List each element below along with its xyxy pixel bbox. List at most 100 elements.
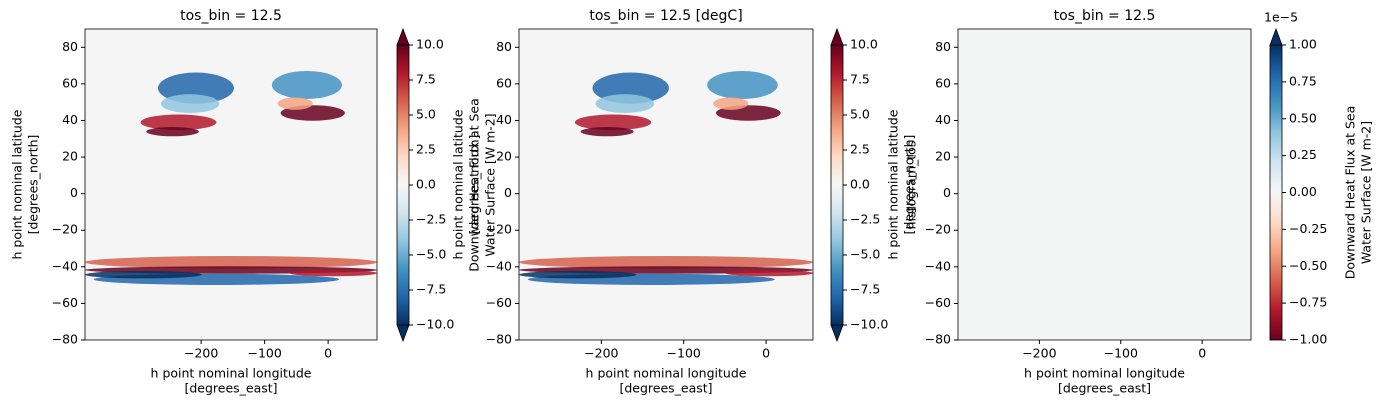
y-tick-label: 20 (496, 149, 512, 164)
panel-title: tos_bin = 12.5 (180, 8, 282, 24)
y-tick-label: 80 (496, 39, 512, 54)
y-axis-label: h point nominal latitude (451, 109, 466, 259)
y-tick-label: −40 (52, 258, 78, 273)
x-axis-label: [degrees_east] (1058, 381, 1151, 396)
y-tick-label: 80 (935, 39, 951, 54)
colorbar-tick-label: 0.00 (1289, 184, 1317, 199)
field-patch (277, 97, 313, 110)
field-patch (574, 114, 652, 131)
y-tick-label: 60 (935, 75, 951, 90)
y-tick-label: 20 (935, 149, 951, 164)
y-tick-label: 40 (935, 112, 951, 127)
colorbar-extend (830, 27, 844, 46)
y-tick-label: 20 (62, 149, 78, 164)
y-tick-label: −20 (486, 222, 512, 237)
field-patch (595, 94, 655, 113)
colorbar-tick-label: −5.0 (416, 247, 446, 262)
field-patch (707, 70, 778, 99)
colorbar-tick-label: 0.50 (1289, 110, 1317, 125)
y-tick-label: 40 (62, 112, 78, 127)
colorbar-label: histogram_tos (904, 141, 919, 230)
colorbar-tick-label: 0.75 (1289, 73, 1317, 88)
y-tick-label: 0 (943, 185, 951, 200)
field-patch (160, 94, 220, 113)
x-tick-label: −200 (184, 346, 218, 361)
colorbar-label: Downward Heat Flux at Sea (1343, 106, 1358, 280)
y-tick-label: −80 (486, 332, 512, 347)
axes-frame (518, 28, 814, 341)
field-patch (140, 114, 217, 131)
colorbar-tick-label: 0.0 (416, 177, 436, 192)
field-patch (519, 256, 813, 269)
colorbar-tick-label: −2.5 (416, 212, 446, 227)
field-patch (271, 70, 342, 99)
x-tick-label: 0 (324, 346, 332, 361)
x-tick-label: −100 (667, 346, 701, 361)
colorbar-extend (396, 324, 410, 343)
field-patch (84, 270, 202, 279)
colorbar-tick-label: 10.0 (850, 37, 878, 52)
x-tick-label: −100 (1104, 346, 1138, 361)
y-axis-label: [degrees_north] (467, 135, 482, 235)
field-patch (146, 126, 199, 137)
y-tick-label: −20 (925, 222, 951, 237)
x-tick-label: 0 (762, 346, 770, 361)
colorbar-extend (1269, 27, 1283, 46)
field-patch (85, 256, 377, 269)
x-tick-label: −100 (247, 346, 281, 361)
plot-field (958, 29, 1251, 340)
colorbar-tick-label: −10.0 (416, 317, 454, 332)
colorbar-tick-label: −0.75 (1289, 295, 1327, 310)
colorbar-tick-label: −7.5 (850, 282, 880, 297)
colorbar-offset: 1e−5 (1264, 10, 1298, 25)
colorbar-label: Water Surface [W m-2] (1359, 121, 1374, 264)
plot-field (519, 29, 813, 340)
y-tick-label: 60 (62, 75, 78, 90)
colorbar-tick-label: −1.00 (1289, 332, 1327, 347)
y-axis-label: h point nominal latitude (10, 109, 25, 259)
colorbar-tick-label: −0.50 (1289, 258, 1327, 273)
colorbar (1270, 45, 1282, 340)
y-tick-label: −80 (52, 332, 78, 347)
colorbar-tick-label: 0.0 (850, 177, 870, 192)
colorbar-label: Downward Heat Flux at Sea (467, 98, 482, 272)
colorbar-extend (830, 324, 844, 343)
field-patch (519, 270, 637, 279)
x-axis-label: h point nominal longitude (1024, 366, 1185, 381)
colorbar-tick-label: 5.0 (416, 107, 436, 122)
colorbar-tick-label: −10.0 (850, 317, 888, 332)
x-axis-label: h point nominal longitude (586, 366, 747, 381)
y-tick-label: −60 (52, 295, 78, 310)
colorbar-tick-label: −5.0 (850, 247, 880, 262)
y-axis-label: [degrees_north] (26, 135, 41, 235)
y-tick-label: −40 (486, 258, 512, 273)
y-tick-label: 0 (70, 185, 78, 200)
x-tick-label: 0 (1198, 346, 1206, 361)
colorbar (397, 45, 409, 325)
field-patch (724, 270, 814, 277)
colorbar-extend (396, 27, 410, 46)
x-axis-label: [degrees_east] (619, 381, 712, 396)
colorbar-label: Water Surface [W m-2] (483, 113, 498, 256)
plot-field (85, 29, 377, 340)
y-tick-label: 0 (504, 185, 512, 200)
panel-title: tos_bin = 12.5 [degC] (589, 8, 742, 24)
y-axis-label: [degrees_north] (902, 135, 917, 235)
y-tick-label: −40 (925, 258, 951, 273)
colorbar-tick-label: 7.5 (416, 72, 436, 87)
colorbar-tick-label: 7.5 (850, 72, 870, 87)
colorbar-tick-label: −7.5 (416, 282, 446, 297)
y-tick-label: −60 (925, 295, 951, 310)
colorbar-tick-label: 2.5 (850, 142, 870, 157)
field-patch (289, 270, 378, 277)
colorbar-tick-label: 1.00 (1289, 37, 1317, 52)
colorbar-tick-label: 0.25 (1289, 147, 1317, 162)
x-tick-label: −200 (1022, 346, 1056, 361)
colorbar-tick-label: 2.5 (416, 142, 436, 157)
y-tick-label: 60 (496, 75, 512, 90)
x-axis-label: [degrees_east] (184, 381, 277, 396)
field-patch (580, 126, 634, 137)
panel-title: tos_bin = 12.5 (1054, 8, 1156, 24)
